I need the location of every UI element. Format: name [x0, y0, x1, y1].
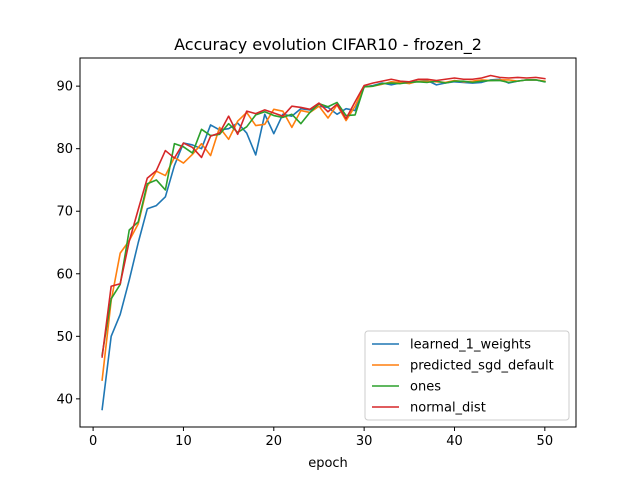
x-tick-label: 10	[175, 434, 192, 449]
legend-label: predicted_sgd_default	[410, 359, 554, 374]
y-tick-label: 80	[56, 142, 73, 157]
series-lines	[101, 74, 546, 411]
x-axis-label: epoch	[308, 456, 348, 471]
plot-area	[79, 57, 577, 428]
x-tick-label: 30	[356, 434, 373, 449]
x-axis-ticks: 0 10 20 30 40 50	[89, 427, 553, 449]
y-axis-ticks: 40 50 60 70 80 90	[56, 80, 80, 407]
axes-frame	[79, 57, 577, 428]
series-line-predicted-sgd-default	[101, 79, 546, 381]
legend-label: learned_1_weights	[410, 338, 531, 353]
y-tick-label: 50	[56, 330, 73, 345]
x-tick-label: 0	[89, 434, 97, 449]
y-tick-label: 60	[56, 267, 73, 282]
legend-box	[364, 330, 570, 421]
legend: learned_1_weights predicted_sgd_defaulton…	[364, 330, 570, 421]
x-tick-label: 20	[266, 434, 283, 449]
y-tick-label: 70	[56, 205, 73, 220]
series-line-ones	[101, 79, 546, 356]
chart-title: Accuracy evolution CIFAR10 - frozen_2	[174, 35, 482, 55]
y-tick-label: 90	[56, 80, 73, 95]
legend-label: normal_dist	[410, 401, 486, 416]
y-tick-label: 40	[56, 392, 73, 407]
x-tick-label: 50	[537, 434, 554, 449]
x-tick-label: 40	[446, 434, 463, 449]
series-line-normal-dist	[101, 74, 546, 358]
legend-label: ones	[410, 380, 441, 395]
